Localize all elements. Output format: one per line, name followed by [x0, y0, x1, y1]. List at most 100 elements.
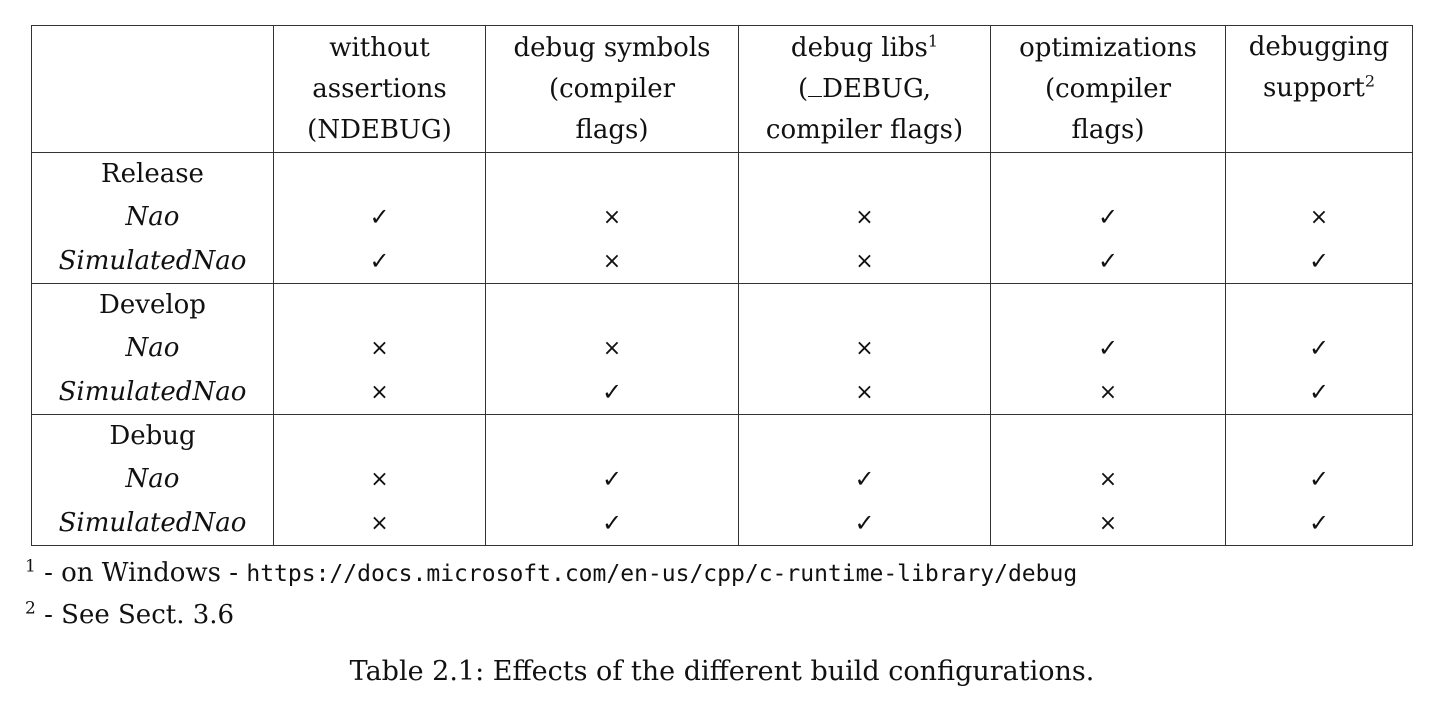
cross-mark-icon: × [370, 336, 389, 361]
footnote-text: - on Windows - [35, 558, 247, 588]
row-label: Nao [31, 195, 274, 239]
header-line: (compiler [1044, 73, 1172, 104]
footnote-text: - See Sect. 3.6 [35, 600, 235, 630]
empty-cell [738, 283, 991, 326]
header-debug-libs: debug libs1 (DEBUG, compiler flags) [738, 25, 991, 153]
footnote-number: 1 [25, 556, 36, 577]
footnote-marker-2: 2 [1364, 71, 1376, 91]
table-cell: ✓ [990, 195, 1226, 239]
cross-mark-icon: × [602, 249, 622, 274]
check-mark-icon: ✓ [601, 465, 623, 493]
footnote-1: 1 - on Windows - https://docs.microsoft.… [25, 558, 1077, 588]
cross-mark-icon: × [602, 336, 622, 361]
header-line: (compiler [548, 73, 676, 104]
check-mark-icon: ✓ [369, 247, 390, 275]
table-header-row: without assertions (NDEBUG) debug symbol… [31, 25, 1413, 153]
check-mark-icon: ✓ [1097, 334, 1119, 362]
check-mark-icon: ✓ [1308, 247, 1330, 275]
header-line: debugging [1248, 32, 1390, 62]
check-mark-icon: ✓ [1308, 334, 1330, 362]
empty-cell [738, 414, 991, 457]
table-cell: × [738, 239, 991, 284]
cross-mark-icon: × [370, 380, 389, 405]
header-optimizations: optimizations (compiler flags) [990, 25, 1226, 153]
cross-mark-icon: × [1098, 467, 1118, 492]
empty-cell [738, 152, 991, 195]
empty-cell [1225, 414, 1413, 457]
empty-cell [990, 414, 1226, 457]
empty-cell [485, 152, 739, 195]
table-cell: ✓ [1225, 370, 1413, 415]
check-mark-icon: ✓ [601, 378, 623, 406]
empty-cell [273, 414, 486, 457]
row-label: Nao [31, 457, 274, 501]
group-label: Release [31, 152, 274, 195]
header-line: without [329, 32, 430, 63]
empty-cell [273, 152, 486, 195]
table-row: SimulatedNao ✓ × × ✓ ✓ [31, 239, 1413, 284]
header-prefix: ( [797, 73, 809, 104]
cross-mark-icon: × [1098, 380, 1118, 405]
table-cell: × [990, 501, 1226, 546]
table-cell: × [273, 326, 486, 370]
check-mark-icon: ✓ [1308, 465, 1330, 493]
group-label: Debug [31, 414, 274, 457]
table-cell: ✓ [273, 195, 486, 239]
row-group: Debug Nao × ✓ ✓ × ✓ SimulatedNao × ✓ ✓ × ✓ [31, 414, 1413, 546]
table-caption: Table 2.1: Effects of the different buil… [349, 656, 1095, 687]
row-label: Nao [31, 326, 274, 370]
cross-mark-icon: × [855, 380, 874, 405]
row-group: Release Nao ✓ × × ✓ × SimulatedNao ✓ × × ✓ ✓ [31, 152, 1413, 284]
table-cell: ✓ [1225, 326, 1413, 370]
check-mark-icon: ✓ [1097, 203, 1119, 231]
cross-mark-icon: × [602, 205, 622, 230]
table-cell: ✓ [990, 239, 1226, 284]
header-corner-cell [31, 25, 274, 153]
table-cell: × [485, 195, 739, 239]
underscore-glyph [808, 76, 823, 97]
table-cell: × [273, 501, 486, 546]
table-cell: × [273, 370, 486, 415]
cross-mark-icon: × [370, 511, 389, 536]
row-label: SimulatedNao [31, 239, 274, 284]
header-line: flags) [575, 114, 649, 145]
table-cell: × [990, 457, 1226, 501]
build-configurations-table: without assertions (NDEBUG) debug symbol… [31, 25, 1413, 546]
header-line: DEBUG, [822, 73, 932, 104]
header-debugging-support: debugging support2 [1225, 25, 1413, 153]
header-line: flags) [1071, 114, 1145, 145]
table-cell: × [273, 457, 486, 501]
row-group: Develop Nao × × × ✓ ✓ SimulatedNao × ✓ × × ✓ [31, 283, 1413, 415]
table-row: SimulatedNao × ✓ × × ✓ [31, 370, 1413, 415]
table-cell: × [485, 326, 739, 370]
empty-cell [1225, 152, 1413, 195]
table-cell: × [738, 326, 991, 370]
header-line: (NDEBUG) [307, 114, 452, 145]
header-line: debug symbols [513, 32, 711, 63]
table-cell: ✓ [485, 457, 739, 501]
table-cell: × [1225, 195, 1413, 239]
empty-cell [990, 152, 1226, 195]
table-cell: ✓ [738, 457, 991, 501]
table-row: Nao ✓ × × ✓ × [31, 195, 1413, 239]
table-cell: ✓ [990, 326, 1226, 370]
empty-cell [273, 283, 486, 326]
header-without-assertions: without assertions (NDEBUG) [273, 25, 486, 153]
header-line: optimizations [1019, 32, 1197, 63]
group-header-row: Debug [31, 414, 1413, 457]
cross-mark-icon: × [855, 336, 874, 361]
cross-mark-icon: × [370, 467, 389, 492]
check-mark-icon: ✓ [601, 509, 623, 537]
table-row: Nao × × × ✓ ✓ [31, 326, 1413, 370]
table-cell: ✓ [1225, 457, 1413, 501]
table-cell: × [738, 195, 991, 239]
cross-mark-icon: × [855, 249, 874, 274]
check-mark-icon: ✓ [1097, 247, 1119, 275]
footnote-number: 2 [25, 598, 36, 619]
header-line: debug libs [790, 32, 928, 63]
table-cell: ✓ [273, 239, 486, 284]
footnote-url: https://docs.microsoft.com/en-us/cpp/c-r… [246, 561, 1078, 587]
group-header-row: Develop [31, 283, 1413, 326]
header-line: compiler flags) [765, 114, 964, 145]
table-cell: ✓ [738, 501, 991, 546]
